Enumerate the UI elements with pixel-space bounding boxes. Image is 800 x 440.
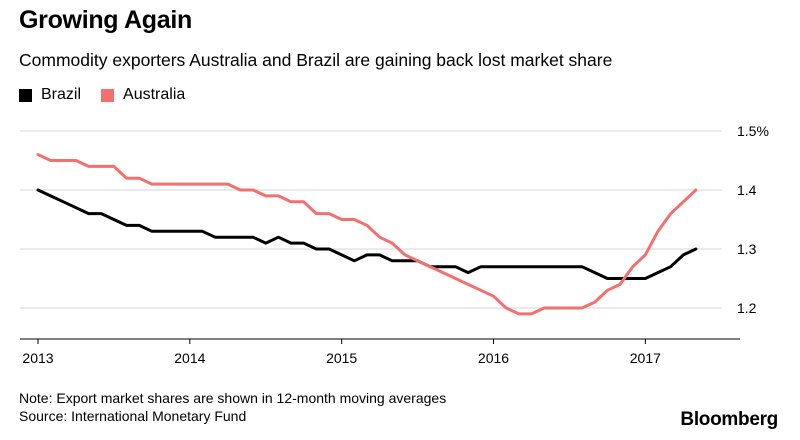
legend-swatch-brazil: [19, 88, 32, 102]
source-text: Source: International Monetary Fund: [19, 408, 247, 424]
x-tick-label-2: 2015: [326, 350, 357, 366]
legend-swatch-australia: [101, 88, 115, 102]
series-line-brazil: [36, 188, 698, 280]
x-tick-label-4: 2017: [630, 350, 661, 366]
y-tick-label-3: 1.2: [737, 300, 757, 316]
y-tick-label-2: 1.3: [737, 241, 757, 257]
x-tick-label-1: 2014: [174, 350, 205, 366]
note-text: Note: Export market shares are shown in …: [19, 390, 447, 406]
y-tick-label-1: 1.4: [737, 182, 757, 198]
y-tick-label-0: 1.5%: [737, 123, 769, 139]
series-line-australia: [36, 153, 698, 316]
chart-title: Growing Again: [19, 6, 192, 34]
legend-item-australia: Australia: [101, 86, 185, 104]
legend-label-brazil: Brazil: [41, 86, 82, 103]
chart-subtitle: Commodity exporters Australia and Brazil…: [19, 50, 613, 70]
x-tick-label-0: 2013: [22, 350, 53, 366]
footnote: Note: Export market shares are shown in …: [19, 389, 446, 425]
legend: Brazil Australia: [19, 86, 205, 104]
x-tick-label-3: 2016: [478, 350, 509, 366]
bloomberg-logo: Bloomberg: [680, 409, 778, 430]
legend-label-australia: Australia: [123, 86, 186, 103]
legend-item-brazil: Brazil: [19, 86, 81, 104]
